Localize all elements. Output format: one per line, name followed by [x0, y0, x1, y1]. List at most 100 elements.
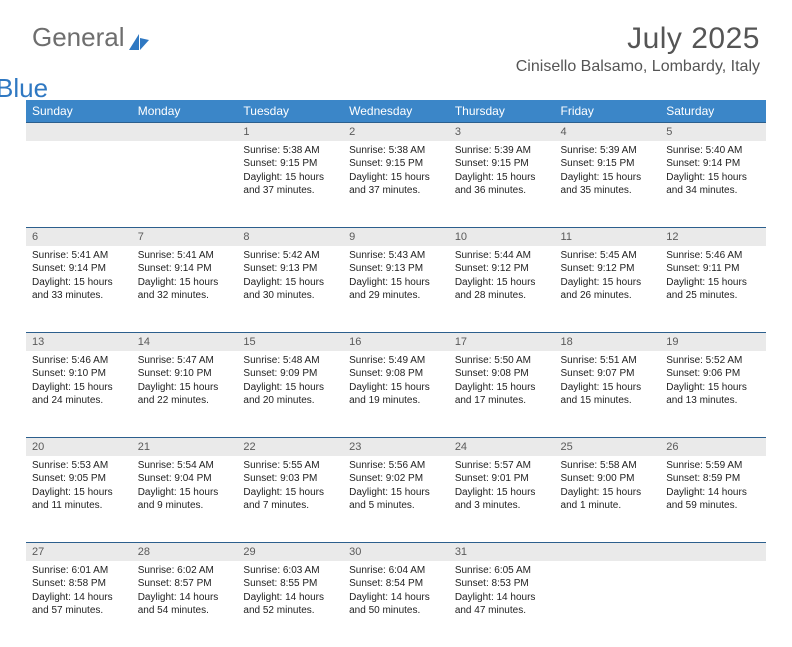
sunrise-line: Sunrise: 6:02 AM — [138, 564, 232, 578]
calendar-cell — [132, 141, 238, 227]
calendar-cell: Sunrise: 6:04 AMSunset: 8:54 PMDaylight:… — [343, 561, 449, 647]
calendar-cell: Sunrise: 5:58 AMSunset: 9:00 PMDaylight:… — [555, 456, 661, 542]
day-content: Sunrise: 5:48 AMSunset: 9:09 PMDaylight:… — [237, 351, 343, 414]
daylight-line: Daylight: 15 hours and 26 minutes. — [561, 276, 655, 303]
sunset-line: Sunset: 9:06 PM — [666, 367, 760, 381]
calendar-cell: Sunrise: 5:57 AMSunset: 9:01 PMDaylight:… — [449, 456, 555, 542]
daylight-line: Daylight: 15 hours and 37 minutes. — [243, 171, 337, 198]
title-block: July 2025 Cinisello Balsamo, Lombardy, I… — [516, 22, 760, 76]
daylight-line: Daylight: 14 hours and 50 minutes. — [349, 591, 443, 618]
day-content: Sunrise: 5:44 AMSunset: 9:12 PMDaylight:… — [449, 246, 555, 309]
day-content: Sunrise: 5:40 AMSunset: 9:14 PMDaylight:… — [660, 141, 766, 204]
calendar-cell: Sunrise: 5:41 AMSunset: 9:14 PMDaylight:… — [132, 246, 238, 332]
day-number: 31 — [449, 542, 555, 561]
daynum-row: 2728293031 — [26, 542, 766, 561]
day-number: 19 — [660, 332, 766, 351]
empty-daynum — [660, 542, 766, 561]
sunset-line: Sunset: 9:11 PM — [666, 262, 760, 276]
location-text: Cinisello Balsamo, Lombardy, Italy — [516, 58, 760, 76]
day-number: 17 — [449, 332, 555, 351]
sunrise-line: Sunrise: 5:49 AM — [349, 354, 443, 368]
calendar-cell: Sunrise: 5:49 AMSunset: 9:08 PMDaylight:… — [343, 351, 449, 437]
sunset-line: Sunset: 9:12 PM — [455, 262, 549, 276]
sunrise-line: Sunrise: 5:48 AM — [243, 354, 337, 368]
sunset-line: Sunset: 8:53 PM — [455, 577, 549, 591]
weekday-header: Tuesday — [237, 100, 343, 122]
calendar-cell: Sunrise: 6:01 AMSunset: 8:58 PMDaylight:… — [26, 561, 132, 647]
day-content: Sunrise: 5:58 AMSunset: 9:00 PMDaylight:… — [555, 456, 661, 519]
sunset-line: Sunset: 8:54 PM — [349, 577, 443, 591]
calendar-cell: Sunrise: 5:55 AMSunset: 9:03 PMDaylight:… — [237, 456, 343, 542]
day-number: 16 — [343, 332, 449, 351]
day-content: Sunrise: 5:54 AMSunset: 9:04 PMDaylight:… — [132, 456, 238, 519]
day-number: 30 — [343, 542, 449, 561]
day-content: Sunrise: 6:03 AMSunset: 8:55 PMDaylight:… — [237, 561, 343, 624]
calendar-cell: Sunrise: 5:38 AMSunset: 9:15 PMDaylight:… — [237, 141, 343, 227]
day-content: Sunrise: 5:46 AMSunset: 9:11 PMDaylight:… — [660, 246, 766, 309]
calendar-cell: Sunrise: 5:47 AMSunset: 9:10 PMDaylight:… — [132, 351, 238, 437]
logo: General Blue — [32, 22, 151, 86]
day-number: 26 — [660, 437, 766, 456]
empty-daynum — [26, 122, 132, 141]
sunset-line: Sunset: 8:57 PM — [138, 577, 232, 591]
daylight-line: Daylight: 14 hours and 57 minutes. — [32, 591, 126, 618]
calendar-cell: Sunrise: 5:50 AMSunset: 9:08 PMDaylight:… — [449, 351, 555, 437]
sunrise-line: Sunrise: 5:53 AM — [32, 459, 126, 473]
daylight-line: Daylight: 15 hours and 36 minutes. — [455, 171, 549, 198]
day-content: Sunrise: 5:51 AMSunset: 9:07 PMDaylight:… — [555, 351, 661, 414]
sunset-line: Sunset: 9:10 PM — [138, 367, 232, 381]
calendar-cell: Sunrise: 5:39 AMSunset: 9:15 PMDaylight:… — [555, 141, 661, 227]
weekday-row: SundayMondayTuesdayWednesdayThursdayFrid… — [26, 100, 766, 122]
sunrise-line: Sunrise: 5:58 AM — [561, 459, 655, 473]
calendar-cell: Sunrise: 6:03 AMSunset: 8:55 PMDaylight:… — [237, 561, 343, 647]
daylight-line: Daylight: 15 hours and 24 minutes. — [32, 381, 126, 408]
day-content: Sunrise: 5:38 AMSunset: 9:15 PMDaylight:… — [237, 141, 343, 204]
daylight-line: Daylight: 14 hours and 52 minutes. — [243, 591, 337, 618]
day-content: Sunrise: 5:41 AMSunset: 9:14 PMDaylight:… — [26, 246, 132, 309]
calendar-cell: Sunrise: 5:40 AMSunset: 9:14 PMDaylight:… — [660, 141, 766, 227]
day-number: 24 — [449, 437, 555, 456]
daynum-row: 20212223242526 — [26, 437, 766, 456]
day-content: Sunrise: 5:47 AMSunset: 9:10 PMDaylight:… — [132, 351, 238, 414]
sunrise-line: Sunrise: 5:44 AM — [455, 249, 549, 263]
daylight-line: Daylight: 15 hours and 28 minutes. — [455, 276, 549, 303]
daylight-line: Daylight: 14 hours and 59 minutes. — [666, 486, 760, 513]
daylight-line: Daylight: 15 hours and 34 minutes. — [666, 171, 760, 198]
daylight-line: Daylight: 15 hours and 1 minute. — [561, 486, 655, 513]
daylight-line: Daylight: 15 hours and 13 minutes. — [666, 381, 760, 408]
daylight-line: Daylight: 15 hours and 15 minutes. — [561, 381, 655, 408]
day-content: Sunrise: 5:46 AMSunset: 9:10 PMDaylight:… — [26, 351, 132, 414]
day-content: Sunrise: 5:55 AMSunset: 9:03 PMDaylight:… — [237, 456, 343, 519]
day-content: Sunrise: 5:45 AMSunset: 9:12 PMDaylight:… — [555, 246, 661, 309]
empty-daynum — [132, 122, 238, 141]
day-number: 18 — [555, 332, 661, 351]
sunset-line: Sunset: 9:05 PM — [32, 472, 126, 486]
sunset-line: Sunset: 9:13 PM — [243, 262, 337, 276]
sunrise-line: Sunrise: 5:41 AM — [32, 249, 126, 263]
daylight-line: Daylight: 15 hours and 5 minutes. — [349, 486, 443, 513]
day-content: Sunrise: 5:57 AMSunset: 9:01 PMDaylight:… — [449, 456, 555, 519]
daylight-line: Daylight: 15 hours and 3 minutes. — [455, 486, 549, 513]
daylight-line: Daylight: 15 hours and 25 minutes. — [666, 276, 760, 303]
sunset-line: Sunset: 9:14 PM — [138, 262, 232, 276]
day-number: 7 — [132, 227, 238, 246]
day-number: 13 — [26, 332, 132, 351]
calendar-cell: Sunrise: 5:59 AMSunset: 8:59 PMDaylight:… — [660, 456, 766, 542]
content-row: Sunrise: 5:53 AMSunset: 9:05 PM Daylight:… — [26, 456, 766, 542]
sunrise-line: Sunrise: 5:39 AM — [455, 144, 549, 158]
day-number: 10 — [449, 227, 555, 246]
day-number: 29 — [237, 542, 343, 561]
calendar-cell — [26, 141, 132, 227]
sunset-line: Sunset: 9:14 PM — [32, 262, 126, 276]
day-content: Sunrise: 5:56 AMSunset: 9:02 PMDaylight:… — [343, 456, 449, 519]
day-number: 25 — [555, 437, 661, 456]
daylight-line: Daylight: 15 hours and 17 minutes. — [455, 381, 549, 408]
sunrise-line: Sunrise: 5:51 AM — [561, 354, 655, 368]
sunrise-line: Sunrise: 5:40 AM — [666, 144, 760, 158]
daynum-row: 13141516171819 — [26, 332, 766, 351]
sunset-line: Sunset: 8:55 PM — [243, 577, 337, 591]
daylight-line: Daylight: 15 hours and 9 minutes. — [138, 486, 232, 513]
day-number: 28 — [132, 542, 238, 561]
sunrise-line: Sunrise: 5:45 AM — [561, 249, 655, 263]
calendar-cell — [660, 561, 766, 647]
